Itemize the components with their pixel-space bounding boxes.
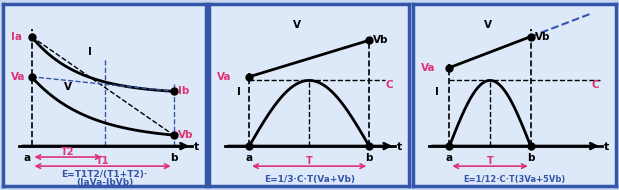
Text: t: t <box>397 142 402 152</box>
Text: (IaVa-IbVb): (IaVa-IbVb) <box>76 178 133 187</box>
Text: C: C <box>385 80 393 90</box>
Text: t: t <box>194 142 199 152</box>
Text: Vb: Vb <box>178 130 193 140</box>
Text: E=1/3·C·T(Va+Vb): E=1/3·C·T(Va+Vb) <box>264 175 355 184</box>
Text: b: b <box>170 153 178 163</box>
Text: Va: Va <box>11 72 26 82</box>
Text: T: T <box>306 156 313 166</box>
Text: b: b <box>365 153 373 163</box>
Text: T1: T1 <box>96 156 110 166</box>
Text: C: C <box>592 80 599 90</box>
Text: V: V <box>64 82 72 92</box>
Text: Va: Va <box>217 72 232 82</box>
Text: I: I <box>89 47 92 57</box>
Text: Ia: Ia <box>11 32 22 42</box>
Text: a: a <box>446 153 453 163</box>
Text: T2: T2 <box>61 147 75 157</box>
Text: a: a <box>24 153 31 163</box>
Text: t: t <box>604 142 609 152</box>
Text: E=1/12·C·T(3Va+5Vb): E=1/12·C·T(3Va+5Vb) <box>463 175 566 184</box>
Text: V: V <box>293 20 301 29</box>
Text: Ib: Ib <box>178 86 189 96</box>
Text: a: a <box>246 153 253 163</box>
Text: T: T <box>487 156 493 166</box>
Text: Vb: Vb <box>373 35 389 45</box>
Text: E=T1T2/(T1+T2)·: E=T1T2/(T1+T2)· <box>61 170 148 179</box>
Text: Va: Va <box>421 63 436 73</box>
Text: Vb: Vb <box>535 32 550 42</box>
Text: V: V <box>484 20 492 29</box>
Text: b: b <box>527 153 534 163</box>
Text: I: I <box>435 87 439 97</box>
Text: I: I <box>237 87 241 97</box>
